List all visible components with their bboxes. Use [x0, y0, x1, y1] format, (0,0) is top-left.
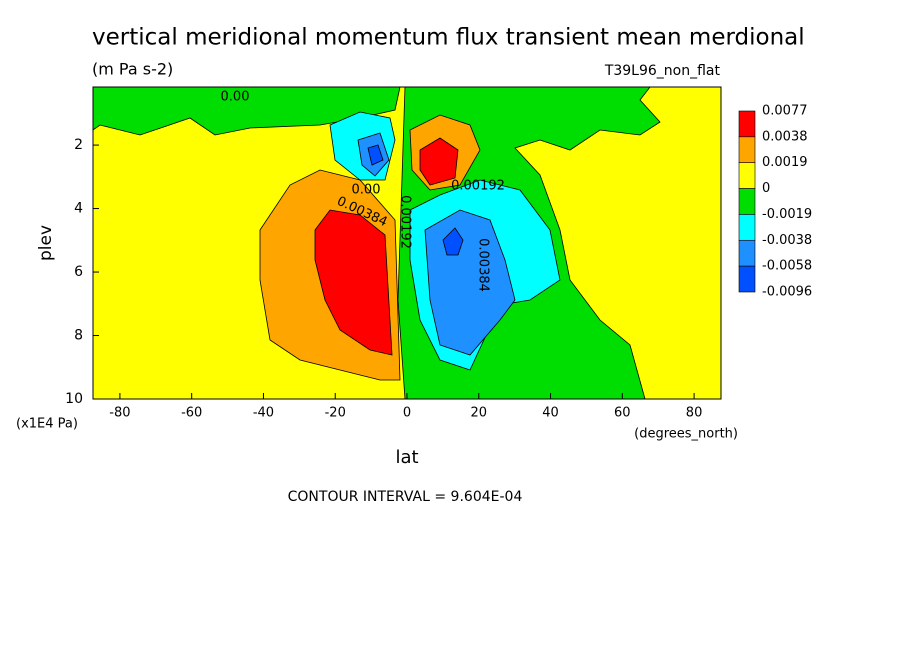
colorbar-box	[738, 136, 756, 164]
x-tick-label: -80	[109, 406, 130, 421]
x-tick-label: 40	[542, 406, 559, 421]
colorbar-label: -0.0019	[762, 207, 812, 222]
x-axis-units: (degrees_north)	[634, 427, 738, 442]
contour-label: 0.00384	[476, 238, 491, 292]
contour-fill	[367, 144, 384, 166]
x-axis-label: lat	[395, 447, 418, 468]
x-tick-label: -60	[181, 406, 202, 421]
dataset-label: T39L96_non_flat	[604, 63, 721, 79]
contour-fill	[92, 86, 401, 136]
colorbar-label: -0.0096	[762, 285, 812, 300]
x-tick-label: 0	[403, 406, 411, 421]
y-tick-label: 6	[74, 264, 83, 280]
colorbar-box	[738, 214, 756, 241]
colorbar-box	[738, 239, 756, 267]
x-tick-label: 20	[470, 406, 487, 421]
y-tick-label: 8	[74, 328, 83, 344]
contour-label: 0.00	[221, 90, 250, 105]
contour-field	[92, 86, 721, 400]
colorbar-label: 0.0038	[762, 129, 808, 144]
colorbar-box	[738, 188, 756, 215]
colorbar-label: 0.0077	[762, 104, 808, 119]
y-tick-label: 2	[74, 137, 83, 153]
colorbar-label: -0.0038	[762, 233, 812, 248]
y-tick-label: 10	[65, 391, 83, 407]
contour-fill	[419, 137, 459, 186]
y-axis-label: plev	[36, 225, 56, 261]
contour-label: 0.00192	[451, 179, 505, 194]
x-tick-label: 60	[614, 406, 631, 421]
x-tick-label: -40	[253, 406, 274, 421]
contour-label: 0.00	[352, 183, 381, 198]
footnote: CONTOUR INTERVAL = 9.604E-04	[288, 489, 523, 505]
colorbar-label: 0	[762, 181, 770, 196]
contour-fill	[442, 227, 464, 256]
contour-fill	[314, 209, 393, 356]
colorbar-box	[738, 265, 756, 293]
y-axis-units: (x1E4 Pa)	[16, 417, 78, 432]
y-tick-label: 4	[74, 201, 83, 217]
chart-title: vertical meridional momentum flux transi…	[92, 25, 805, 51]
x-tick-label: -20	[325, 406, 346, 421]
contour-label: 0.00192	[398, 195, 413, 249]
subtitle: (m Pa s-2)	[92, 60, 173, 79]
colorbar-label: -0.0058	[762, 259, 812, 274]
x-tick-label: 80	[686, 406, 703, 421]
colorbar-box	[738, 162, 756, 189]
colorbar-box	[738, 110, 756, 138]
colorbar-label: 0.0019	[762, 155, 808, 170]
